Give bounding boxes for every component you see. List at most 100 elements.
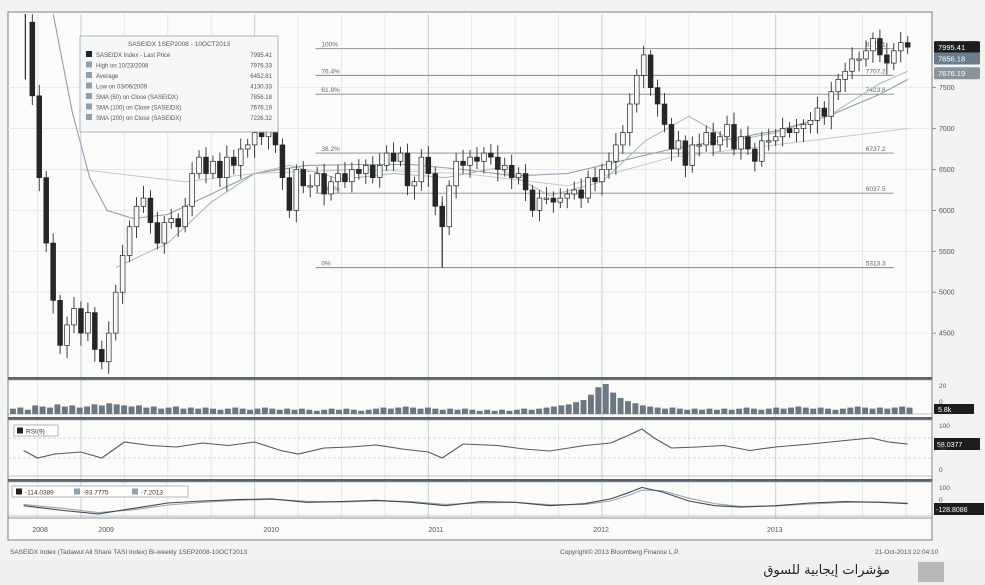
candle-body bbox=[515, 173, 522, 178]
candle-body bbox=[78, 308, 84, 334]
volume-bar bbox=[350, 409, 357, 414]
candle-body bbox=[335, 173, 341, 183]
volume-bar bbox=[239, 408, 246, 414]
candle-body bbox=[842, 70, 848, 80]
candle-body bbox=[112, 291, 119, 334]
volume-bar bbox=[98, 405, 105, 414]
volume-bar bbox=[558, 405, 565, 414]
macd-legend-label: -93.7775 bbox=[83, 490, 109, 497]
candle-body bbox=[717, 136, 723, 146]
volume-bar bbox=[336, 409, 342, 414]
candle-body bbox=[703, 132, 709, 146]
volume-axis-label: 0 bbox=[939, 399, 943, 406]
volume-bar bbox=[825, 408, 832, 414]
volume-bar bbox=[499, 409, 505, 414]
candle-body bbox=[363, 165, 369, 174]
legend-label: SMA (100) on Close (SASEIDX) bbox=[96, 106, 181, 112]
candle-body bbox=[474, 156, 480, 162]
footer-copyright: Copyright© 2013 Bloomberg Finance L.P. bbox=[560, 548, 680, 556]
rsi-tag bbox=[934, 438, 980, 450]
volume-bar bbox=[602, 384, 609, 414]
legend-swatch bbox=[86, 82, 92, 89]
volume-bar bbox=[261, 407, 268, 414]
volume-bar bbox=[758, 409, 765, 414]
volume-bar bbox=[832, 409, 839, 414]
volume-bar bbox=[617, 397, 624, 414]
volume-tag-label: 5.8k bbox=[938, 407, 952, 414]
candle-body bbox=[627, 103, 633, 133]
candle-body bbox=[29, 21, 36, 97]
volume-bar bbox=[736, 408, 743, 414]
candle-body bbox=[481, 152, 487, 162]
volume-bar bbox=[380, 407, 387, 414]
sma100-tag bbox=[934, 67, 980, 80]
volume-bar bbox=[869, 408, 876, 414]
volume-bar bbox=[750, 408, 757, 414]
candle-body bbox=[508, 165, 515, 178]
volume-bar bbox=[743, 407, 750, 414]
candle-body bbox=[369, 165, 376, 178]
volume-bar bbox=[580, 400, 587, 414]
candle-body bbox=[210, 160, 216, 174]
volume-bar bbox=[187, 407, 194, 414]
candle-body bbox=[328, 181, 334, 195]
x-tick-label: 2012 bbox=[593, 527, 609, 534]
candle-body bbox=[731, 124, 737, 150]
volume-bar bbox=[550, 406, 557, 414]
macd-legend-swatch bbox=[16, 488, 22, 495]
fib-value: 7707.2 bbox=[866, 68, 886, 75]
volume-bar bbox=[91, 404, 98, 414]
candle-body bbox=[557, 197, 564, 203]
volume-bar bbox=[839, 408, 846, 414]
volume-bar bbox=[395, 407, 402, 414]
candle-body bbox=[856, 58, 862, 61]
volume-bar bbox=[424, 407, 431, 414]
volume-bar bbox=[224, 408, 231, 414]
volume-axis-label: 20 bbox=[939, 383, 947, 390]
candle-body bbox=[175, 218, 181, 228]
candle-body bbox=[613, 144, 619, 162]
volume-bar bbox=[217, 409, 224, 414]
volume-bar bbox=[647, 406, 654, 414]
volume-bar bbox=[298, 408, 305, 414]
volume-bar bbox=[121, 405, 128, 414]
rsi-title: RSI(9) bbox=[26, 429, 45, 436]
candle-body bbox=[585, 177, 591, 199]
legend-label: Average bbox=[96, 74, 119, 80]
candle-body bbox=[668, 124, 675, 150]
candle-body bbox=[383, 152, 390, 166]
rsi-legend-box bbox=[13, 424, 59, 437]
y-tick-label: 7500 bbox=[939, 85, 955, 92]
legend-header: SASEIDX 1SEP2008 - 10OCT2013 bbox=[128, 41, 231, 48]
legend-value: 7676.19 bbox=[250, 106, 272, 112]
candle-body bbox=[849, 58, 855, 72]
volume-bar bbox=[432, 408, 439, 414]
volume-bar bbox=[513, 409, 520, 414]
candle-body bbox=[57, 300, 63, 346]
fib-value: 6037.5 bbox=[866, 186, 886, 193]
volume-bar bbox=[810, 408, 817, 414]
legend-box bbox=[79, 35, 279, 133]
candle-body bbox=[696, 144, 703, 147]
volume-bar bbox=[847, 407, 854, 414]
candle-body bbox=[800, 124, 807, 129]
candle-body bbox=[237, 148, 244, 166]
volume-bar bbox=[506, 410, 513, 414]
volume-bar bbox=[158, 408, 165, 414]
candle-body bbox=[390, 152, 397, 162]
pane-separator bbox=[8, 479, 932, 482]
macd-line bbox=[23, 486, 908, 515]
volume-bar bbox=[210, 408, 216, 414]
volume-bar bbox=[728, 409, 735, 414]
candle-body bbox=[36, 95, 43, 178]
volume-bar bbox=[84, 406, 91, 414]
candle-body bbox=[759, 140, 765, 162]
candle-body bbox=[224, 156, 230, 178]
candle-body bbox=[119, 255, 126, 293]
volume-bar bbox=[254, 408, 261, 414]
volume-bar bbox=[143, 407, 150, 414]
volume-bar bbox=[343, 408, 350, 414]
legend-swatch bbox=[86, 61, 92, 68]
rsi-line bbox=[23, 428, 908, 459]
x-tick-label: 2010 bbox=[263, 527, 279, 534]
